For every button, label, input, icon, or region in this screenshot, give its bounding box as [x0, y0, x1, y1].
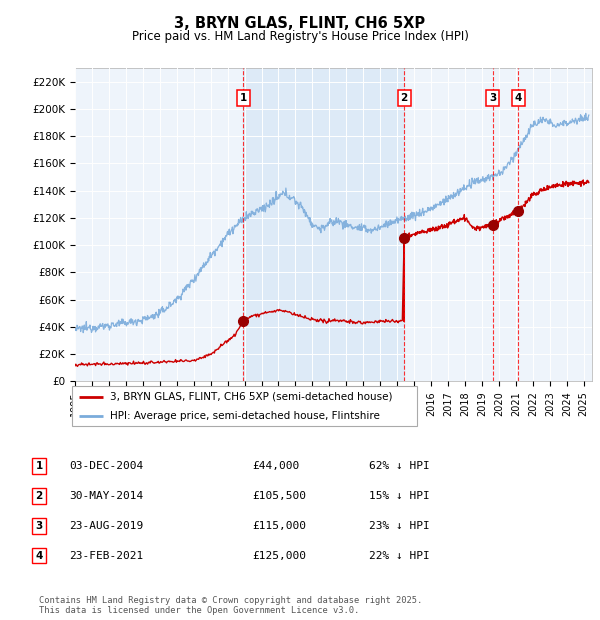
Text: 1: 1	[239, 93, 247, 103]
Text: 3: 3	[489, 93, 496, 103]
Text: 22% ↓ HPI: 22% ↓ HPI	[369, 551, 430, 560]
Text: 2: 2	[401, 93, 408, 103]
Text: 23-FEB-2021: 23-FEB-2021	[69, 551, 143, 560]
Text: 23% ↓ HPI: 23% ↓ HPI	[369, 521, 430, 531]
Text: 4: 4	[35, 551, 43, 560]
Text: 4: 4	[515, 93, 522, 103]
Text: £105,500: £105,500	[252, 491, 306, 501]
Text: 2: 2	[35, 491, 43, 501]
Text: 3, BRYN GLAS, FLINT, CH6 5XP: 3, BRYN GLAS, FLINT, CH6 5XP	[175, 16, 425, 30]
Text: £44,000: £44,000	[252, 461, 299, 471]
Text: Contains HM Land Registry data © Crown copyright and database right 2025.
This d: Contains HM Land Registry data © Crown c…	[39, 596, 422, 615]
Text: 1: 1	[35, 461, 43, 471]
FancyBboxPatch shape	[72, 386, 417, 426]
Text: 62% ↓ HPI: 62% ↓ HPI	[369, 461, 430, 471]
Text: HPI: Average price, semi-detached house, Flintshire: HPI: Average price, semi-detached house,…	[110, 411, 380, 421]
Text: £115,000: £115,000	[252, 521, 306, 531]
Text: Price paid vs. HM Land Registry's House Price Index (HPI): Price paid vs. HM Land Registry's House …	[131, 30, 469, 43]
Text: 30-MAY-2014: 30-MAY-2014	[69, 491, 143, 501]
Text: 3, BRYN GLAS, FLINT, CH6 5XP (semi-detached house): 3, BRYN GLAS, FLINT, CH6 5XP (semi-detac…	[110, 392, 392, 402]
Text: 23-AUG-2019: 23-AUG-2019	[69, 521, 143, 531]
Bar	[243, 68, 404, 381]
Text: 15% ↓ HPI: 15% ↓ HPI	[369, 491, 430, 501]
Text: 3: 3	[35, 521, 43, 531]
Text: 03-DEC-2004: 03-DEC-2004	[69, 461, 143, 471]
Text: £125,000: £125,000	[252, 551, 306, 560]
